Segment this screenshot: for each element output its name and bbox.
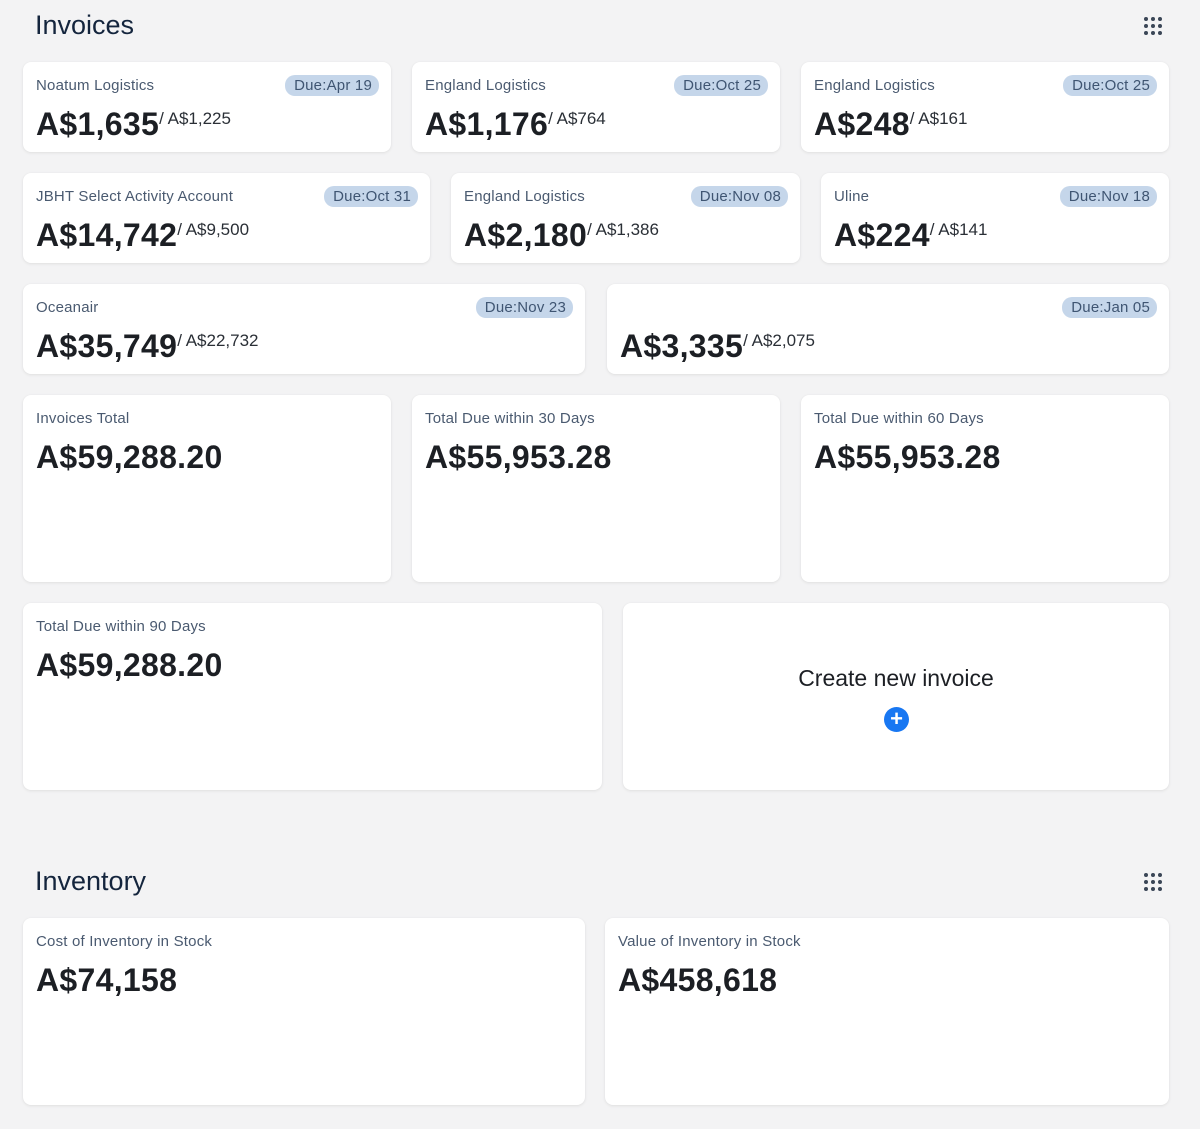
invoice-customer-name: Uline [834,188,870,205]
invoice-subamount: / A$1,386 [587,220,659,239]
invoice-customer-name: England Logistics [814,77,935,94]
invoice-amount: A$35,749 [36,328,178,364]
inventory-cost-card: Cost of Inventory in Stock A$74,158 [23,918,585,1105]
total-label: Total Due within 60 Days [814,410,984,427]
total-value: A$59,288.20 [36,439,223,475]
total-value: A$55,953.28 [425,439,612,475]
invoice-card[interactable]: Uline Due:Nov 18 A$224/ A$141 [821,173,1169,263]
invoice-amount: A$1,176 [425,106,549,142]
due-date-badge: Due:Apr 19 [285,75,379,96]
inventory-value: A$74,158 [36,962,178,998]
due-date-badge: Due:Oct 25 [674,75,768,96]
inventory-label: Value of Inventory in Stock [618,933,801,950]
invoice-amount: A$248 [814,106,910,142]
total-label: Total Due within 90 Days [36,618,206,635]
invoice-amount: A$3,335 [620,328,744,364]
invoice-card[interactable]: England Logistics Due:Oct 25 A$1,176/ A$… [412,62,780,152]
invoice-subamount: / A$161 [909,109,968,128]
invoices-grid-menu-icon[interactable] [1144,17,1164,37]
invoice-amount: A$14,742 [36,217,178,253]
due-date-badge: Due:Oct 25 [1063,75,1157,96]
invoice-card[interactable]: Noatum Logistics Due:Apr 19 A$1,635/ A$1… [23,62,391,152]
due-date-badge: Due:Nov 18 [1059,186,1157,207]
invoice-amount: A$1,635 [36,106,160,142]
invoice-subamount: / A$22,732 [177,331,259,350]
inventory-value-card: Value of Inventory in Stock A$458,618 [605,918,1169,1105]
due-30-days-card: Total Due within 30 Days A$55,953.28 [412,395,780,582]
invoice-card[interactable]: Oceanair Due:Nov 23 A$35,749/ A$22,732 [23,284,585,374]
invoices-section-title: Invoices [35,10,135,40]
invoice-card[interactable]: England Logistics Due:Nov 08 A$2,180/ A$… [451,173,800,263]
due-90-days-card: Total Due within 90 Days A$59,288.20 [23,603,602,790]
invoice-card[interactable]: England Logistics Due:Oct 25 A$248/ A$16… [801,62,1169,152]
invoice-customer-name: JBHT Select Activity Account [36,188,234,205]
due-date-badge: Due:Jan 05 [1062,297,1157,318]
invoice-card[interactable]: JBHT Select Activity Account Due:Oct 31 … [23,173,430,263]
invoice-customer-name: Noatum Logistics [36,77,155,94]
due-date-badge: Due:Oct 31 [324,186,418,207]
create-invoice-label: Create new invoice [798,665,994,691]
total-label: Invoices Total [36,410,130,427]
plus-circle-icon[interactable]: + [884,707,909,732]
invoice-customer-name: England Logistics [464,188,585,205]
invoice-customer-name: Oceanair [36,299,99,316]
invoice-subamount: / A$764 [548,109,606,128]
due-date-badge: Due:Nov 08 [690,186,788,207]
invoice-subamount: / A$2,075 [743,331,815,350]
inventory-grid-menu-icon[interactable] [1144,873,1164,893]
invoice-subamount: / A$141 [929,220,988,239]
total-value: A$59,288.20 [36,647,223,683]
invoice-amount: A$2,180 [464,217,588,253]
invoices-total-card: Invoices Total A$59,288.20 [23,395,391,582]
inventory-section-title: Inventory [35,866,147,896]
invoice-subamount: / A$1,225 [159,109,231,128]
inventory-value: A$458,618 [618,962,778,998]
invoice-subamount: / A$9,500 [177,220,250,239]
inventory-label: Cost of Inventory in Stock [36,933,213,950]
due-60-days-card: Total Due within 60 Days A$55,953.28 [801,395,1169,582]
invoice-card[interactable]: Due:Jan 05 A$3,335/ A$2,075 [607,284,1169,374]
create-invoice-button[interactable]: Create new invoice + [623,603,1169,790]
invoice-amount: A$224 [834,217,930,253]
total-label: Total Due within 30 Days [425,410,595,427]
due-date-badge: Due:Nov 23 [475,297,573,318]
invoice-customer-name: England Logistics [425,77,546,94]
total-value: A$55,953.28 [814,439,1001,475]
